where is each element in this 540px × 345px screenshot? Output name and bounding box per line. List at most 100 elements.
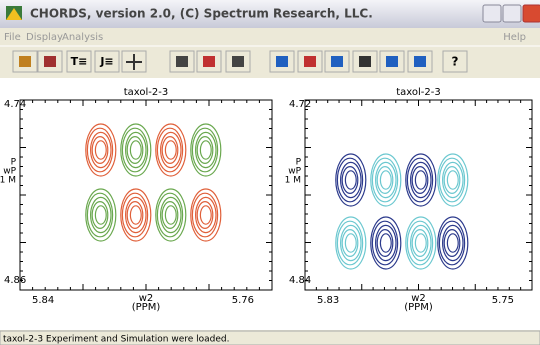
menu-item[interactable]: Display <box>26 32 63 43</box>
contour <box>196 136 214 165</box>
app-icon-shape <box>6 8 22 20</box>
contour <box>406 157 434 203</box>
toolbar-icon <box>232 56 244 67</box>
toolbar-icon <box>359 56 371 67</box>
y-axis-label: P <box>296 158 302 168</box>
contour <box>129 205 142 225</box>
contour <box>120 188 152 242</box>
toolbar-icon <box>176 56 188 67</box>
contour <box>409 224 432 262</box>
toolbar-label[interactable]: J≡ <box>99 55 113 68</box>
panel-title: taxol-2-3 <box>396 87 441 98</box>
toolbar-icon <box>19 56 31 67</box>
contour <box>437 153 469 207</box>
contour <box>409 161 432 199</box>
contour <box>126 136 144 165</box>
toolbar-button[interactable] <box>442 50 468 73</box>
contour <box>438 220 466 266</box>
maximize-button[interactable] <box>502 4 522 23</box>
contour <box>446 233 459 253</box>
contour <box>164 140 177 160</box>
contour <box>191 192 219 238</box>
panel-title: taxol-2-3 <box>124 87 169 98</box>
x-left-label: 5.84 <box>32 295 54 306</box>
contour <box>371 220 399 266</box>
contour <box>195 131 217 169</box>
contour <box>90 131 112 169</box>
contour <box>411 166 429 195</box>
contour <box>85 188 117 242</box>
contour <box>190 188 222 242</box>
toolbar-label[interactable]: T≡ <box>71 55 88 68</box>
contour <box>199 205 212 225</box>
close-button[interactable] <box>522 4 540 23</box>
toolbar-icon <box>331 56 343 67</box>
contour <box>344 170 357 190</box>
contour <box>155 188 187 242</box>
y-axis-label: 1 M <box>285 176 301 186</box>
contour <box>437 216 469 270</box>
status-bar <box>0 330 540 345</box>
minimize-button[interactable] <box>482 4 502 23</box>
toolbar-label[interactable]: ? <box>452 55 459 69</box>
y-bottom-label: 4.84 <box>289 275 311 286</box>
contour <box>120 123 152 177</box>
contour <box>379 233 392 253</box>
contour <box>379 170 392 190</box>
contour <box>86 127 114 173</box>
contour <box>438 157 466 203</box>
contour <box>125 131 147 169</box>
x-right-label: 5.75 <box>492 295 514 306</box>
contour <box>86 192 114 238</box>
contour <box>370 153 402 207</box>
contour <box>374 161 397 199</box>
toolbar-icon <box>304 56 316 67</box>
y-axis-label: wP <box>3 167 16 177</box>
contour <box>91 136 109 165</box>
contour <box>341 166 359 195</box>
contour <box>160 131 182 169</box>
toolbar: T≡ J≡? <box>12 50 468 73</box>
x-axis-label: (PPM) <box>132 302 161 313</box>
contour <box>414 233 427 253</box>
contour <box>195 196 217 234</box>
contour <box>405 153 437 207</box>
contour <box>125 196 147 234</box>
contour <box>85 123 117 177</box>
contour <box>126 201 144 230</box>
contour <box>405 216 437 270</box>
contour <box>94 205 107 225</box>
menu-item[interactable]: File <box>4 32 21 43</box>
contour <box>376 229 394 258</box>
contour <box>190 123 222 177</box>
contour <box>155 123 187 177</box>
contour <box>161 201 179 230</box>
toolbar-icon <box>44 56 56 67</box>
toolbar-icon <box>276 56 288 67</box>
menu-item[interactable]: Analysis <box>62 32 103 43</box>
toolbar-button[interactable] <box>94 50 120 73</box>
contour <box>336 220 364 266</box>
contour <box>411 229 429 258</box>
contour <box>121 127 149 173</box>
contour <box>161 136 179 165</box>
x-axis-label: (PPM) <box>404 302 433 313</box>
contour <box>191 127 219 173</box>
contour <box>339 224 362 262</box>
y-axis-label: wP <box>288 167 301 177</box>
contour <box>129 140 142 160</box>
contour <box>446 170 459 190</box>
contour <box>441 161 464 199</box>
x-left-label: 5.83 <box>317 295 339 306</box>
status-text: taxol-2-3 Experiment and Simulation were… <box>3 335 230 345</box>
contour <box>94 140 107 160</box>
menu-help[interactable]: Help <box>503 32 526 43</box>
toolbar-button[interactable] <box>66 50 92 73</box>
contour <box>160 196 182 234</box>
contour <box>196 201 214 230</box>
x-axis-label: w2 <box>139 293 154 304</box>
x-axis-label: w2 <box>411 293 426 304</box>
